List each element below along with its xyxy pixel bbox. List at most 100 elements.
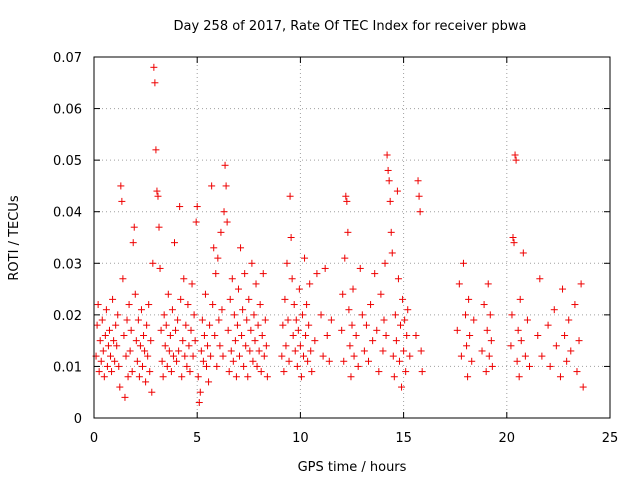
data-point: [466, 331, 474, 339]
data-point: [485, 352, 493, 360]
data-point: [212, 270, 220, 278]
data-point: [523, 316, 531, 324]
x-axis-label: GPS time / hours: [298, 460, 407, 475]
data-point: [298, 311, 306, 319]
data-point: [157, 326, 165, 334]
data-point: [484, 280, 492, 288]
data-point: [262, 342, 270, 350]
data-point: [404, 306, 412, 314]
data-point: [325, 357, 333, 365]
data-point: [170, 239, 178, 247]
data-point: [100, 373, 108, 381]
data-point: [251, 337, 259, 345]
data-point: [110, 337, 118, 345]
data-point: [279, 321, 287, 329]
data-point: [238, 331, 246, 339]
data-point: [189, 352, 197, 360]
data-point: [95, 368, 103, 376]
data-point: [161, 342, 169, 350]
data-point: [225, 368, 233, 376]
x-tick-label: 25: [602, 431, 619, 446]
data-point: [305, 321, 313, 329]
data-point: [508, 311, 516, 319]
x-tick-label: 5: [193, 431, 201, 446]
data-point: [105, 326, 113, 334]
plot-frame: [93, 56, 611, 419]
data-point: [552, 342, 560, 350]
data-point: [162, 321, 170, 329]
data-point: [517, 337, 525, 345]
data-point: [236, 352, 244, 360]
data-point: [453, 326, 461, 334]
data-point: [156, 264, 164, 272]
data-point: [282, 342, 290, 350]
data-point: [371, 270, 379, 278]
data-point: [137, 306, 145, 314]
data-point: [218, 306, 226, 314]
data-point: [144, 352, 152, 360]
data-point: [180, 275, 188, 283]
data-point: [104, 342, 112, 350]
data-point: [163, 362, 171, 370]
data-point: [181, 352, 189, 360]
data-point: [365, 357, 373, 365]
y-tick-label: 0.04: [53, 206, 82, 221]
data-point: [123, 316, 131, 324]
data-point: [184, 301, 192, 309]
data-point: [546, 362, 554, 370]
grid: [94, 57, 610, 418]
data-point: [232, 373, 240, 381]
data-points: [92, 63, 587, 407]
data-point: [382, 331, 390, 339]
data-point: [344, 228, 352, 236]
data-point: [195, 399, 203, 407]
data-point: [465, 295, 473, 303]
data-point: [286, 192, 294, 200]
data-point: [567, 347, 575, 355]
data-point: [202, 362, 210, 370]
data-point: [208, 182, 216, 190]
data-point: [380, 316, 388, 324]
data-point: [377, 290, 385, 298]
data-point: [327, 316, 335, 324]
data-point: [290, 301, 298, 309]
data-point: [343, 197, 351, 205]
data-point: [172, 326, 180, 334]
data-point: [571, 301, 579, 309]
data-point: [464, 373, 472, 381]
data-point: [358, 311, 366, 319]
data-point: [124, 373, 132, 381]
data-point: [295, 285, 303, 293]
data-point: [242, 342, 250, 350]
data-point: [128, 368, 136, 376]
data-point: [515, 373, 523, 381]
data-point: [348, 321, 356, 329]
data-point: [483, 326, 491, 334]
data-point: [285, 357, 293, 365]
data-point: [563, 357, 571, 365]
data-point: [311, 337, 319, 345]
data-point: [143, 321, 151, 329]
data-point: [192, 218, 200, 226]
data-point: [129, 239, 137, 247]
data-point: [121, 393, 129, 401]
data-point: [457, 352, 465, 360]
data-point: [99, 347, 107, 355]
data-point: [375, 368, 383, 376]
data-point: [194, 373, 202, 381]
data-point: [222, 182, 230, 190]
data-point: [317, 311, 325, 319]
data-point: [108, 368, 116, 376]
data-point: [191, 337, 199, 345]
data-point: [159, 373, 167, 381]
data-point: [131, 290, 139, 298]
data-point: [97, 357, 105, 365]
data-point: [263, 373, 271, 381]
data-point: [385, 177, 393, 185]
data-point: [417, 347, 425, 355]
data-point: [187, 326, 195, 334]
data-point: [186, 368, 194, 376]
data-point: [168, 306, 176, 314]
data-point: [151, 79, 159, 87]
data-point: [241, 270, 249, 278]
